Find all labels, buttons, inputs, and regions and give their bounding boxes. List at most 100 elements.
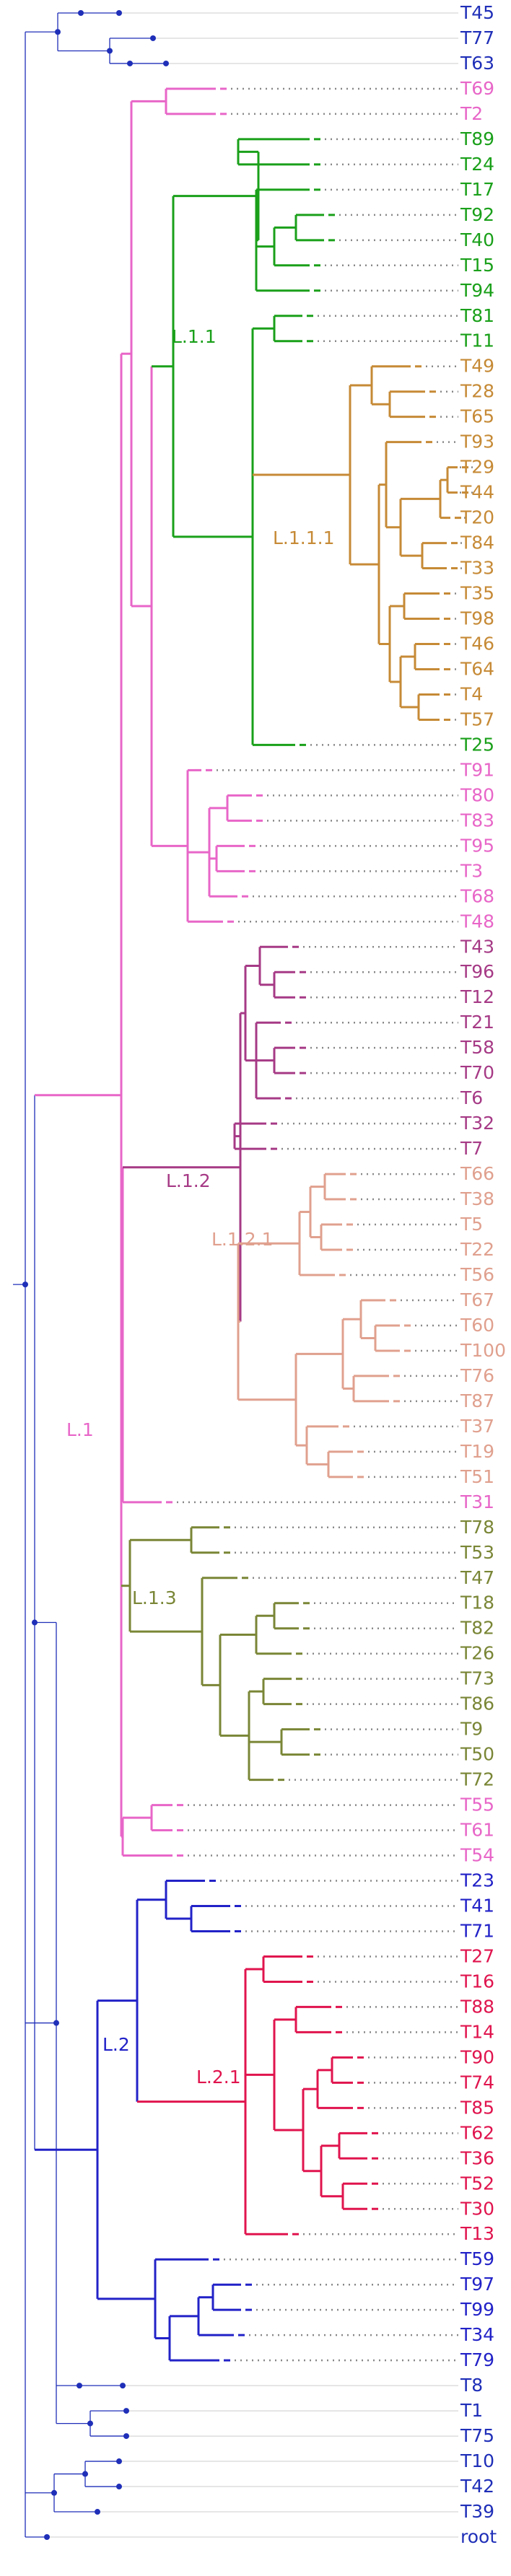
- tip-label-T10: T10: [460, 2450, 494, 2471]
- tip-label-T87: T87: [460, 1390, 494, 1411]
- clade-label-L-2: L.2: [102, 2034, 130, 2055]
- tip-label-T76: T76: [460, 1365, 494, 1386]
- tip-label-T72: T72: [460, 1769, 494, 1790]
- tip-label-T19: T19: [460, 1441, 494, 1462]
- tip-label-T56: T56: [460, 1264, 494, 1285]
- tip-label-T36: T36: [460, 2147, 494, 2168]
- tip-label-T11: T11: [460, 330, 494, 351]
- tip-label-T53: T53: [460, 1542, 494, 1563]
- tip-label-T70: T70: [460, 1062, 494, 1083]
- clade-labels: L.1 L.1.1 L.1.1.1 L.1.2 L.1.2.1 L.1.3 L.2 L.2.1: [66, 326, 335, 2087]
- tip-label-T45: T45: [460, 2, 494, 23]
- tip-label-T89: T89: [460, 128, 494, 149]
- tip-label-T43: T43: [460, 936, 494, 957]
- clade-label-L-1-2: L.1.2: [166, 1170, 211, 1191]
- tip-label-T64: T64: [460, 658, 494, 679]
- clade-label-L-1: L.1: [66, 1419, 94, 1440]
- tip-label-T57: T57: [460, 709, 494, 730]
- internal-node: [53, 2020, 59, 2026]
- tip-label-T98: T98: [460, 608, 494, 629]
- tip-label-T15: T15: [460, 255, 494, 276]
- tip-node-T75: [123, 2433, 129, 2440]
- tip-label-T74: T74: [460, 2072, 494, 2093]
- tip-label-T58: T58: [460, 1037, 494, 1058]
- tip-label-T44: T44: [460, 482, 494, 503]
- tip-label-T9: T9: [460, 1719, 483, 1740]
- tip-label-T91: T91: [460, 759, 494, 780]
- tip-label-T8: T8: [460, 2375, 483, 2396]
- tip-node-T10: [116, 2458, 122, 2465]
- internal-node: [22, 1282, 28, 1288]
- tip-label-T55: T55: [460, 1795, 494, 1815]
- tip-node-T42: [116, 2484, 122, 2490]
- tip-label-T7: T7: [460, 1138, 483, 1159]
- internal-node: [51, 2489, 57, 2496]
- tip-label-T77: T77: [460, 27, 494, 48]
- tip-label-T94: T94: [460, 280, 494, 301]
- tip-label-T32: T32: [460, 1113, 494, 1134]
- clade-label-L-1-1-1: L.1.1.1: [273, 527, 335, 548]
- internal-node: [87, 2420, 93, 2427]
- tip-label-T38: T38: [460, 1188, 494, 1209]
- tip-node-T63: [163, 60, 169, 66]
- tip-label-T63: T63: [460, 53, 494, 74]
- clade-label-L-1-3: L.1.3: [132, 1587, 177, 1608]
- tip-label-T93: T93: [460, 431, 494, 452]
- tip-label-T4: T4: [460, 683, 483, 704]
- tip-label-T17: T17: [460, 179, 494, 200]
- tip-label-T84: T84: [460, 533, 494, 553]
- internal-node: [32, 1619, 38, 1626]
- tip-label-T42: T42: [460, 2476, 494, 2497]
- clade-label-L-2-1: L.2.1: [196, 2067, 241, 2087]
- tip-label-T59: T59: [460, 2248, 494, 2269]
- tip-label-T71: T71: [460, 1920, 494, 1941]
- tip-label-T66: T66: [460, 1163, 494, 1184]
- tip-label-T68: T68: [460, 885, 494, 906]
- tip-label-T82: T82: [460, 1618, 494, 1639]
- tip-label-T79: T79: [460, 2349, 494, 2370]
- tip-guide-lines: [47, 12, 473, 2538]
- tip-label-T61: T61: [460, 1820, 494, 1841]
- tip-label-T96: T96: [460, 961, 494, 982]
- tip-label-T41: T41: [460, 1896, 494, 1916]
- tip-label-T24: T24: [460, 154, 494, 175]
- tip-label-T6: T6: [460, 1087, 483, 1108]
- tip-node-T77: [150, 35, 156, 41]
- tip-label-T14: T14: [460, 2021, 494, 2042]
- internal-node: [78, 10, 84, 16]
- tip-label-T12: T12: [460, 986, 494, 1007]
- tip-label-T1: T1: [460, 2400, 483, 2421]
- tree-nodes: [22, 10, 169, 2540]
- tip-node-T8: [120, 2383, 126, 2389]
- tip-label-T31: T31: [460, 1491, 494, 1512]
- tip-label-T16: T16: [460, 1971, 494, 1992]
- tip-label-T2: T2: [460, 103, 483, 124]
- tip-label-T21: T21: [460, 1012, 494, 1033]
- tip-label-T50: T50: [460, 1744, 494, 1765]
- internal-node: [82, 2471, 88, 2477]
- tip-label-T86: T86: [460, 1694, 494, 1714]
- tip-label-T69: T69: [460, 78, 494, 99]
- tip-label-T5: T5: [460, 1214, 483, 1235]
- tip-label-T28: T28: [460, 381, 494, 402]
- tip-label-T25: T25: [460, 734, 494, 755]
- tip-label-T92: T92: [460, 204, 494, 225]
- tip-label-T83: T83: [460, 810, 494, 831]
- tip-label-T40: T40: [460, 229, 494, 250]
- tip-label-T67: T67: [460, 1289, 494, 1310]
- tip-label-T46: T46: [460, 634, 494, 654]
- tip-label-T81: T81: [460, 305, 494, 326]
- tip-node-root: [44, 2534, 50, 2540]
- tip-label-T33: T33: [460, 558, 494, 579]
- internal-node: [55, 29, 61, 35]
- tip-label-T97: T97: [460, 2274, 494, 2295]
- tip-label-T30: T30: [460, 2198, 494, 2219]
- internal-node: [77, 2383, 82, 2389]
- tip-label-T20: T20: [460, 507, 494, 528]
- tip-label-T75: T75: [460, 2425, 494, 2446]
- tip-label-T85: T85: [460, 2097, 494, 2118]
- tip-label-T51: T51: [460, 1466, 494, 1487]
- tip-node-T45: [116, 10, 122, 16]
- tip-label-T80: T80: [460, 784, 494, 805]
